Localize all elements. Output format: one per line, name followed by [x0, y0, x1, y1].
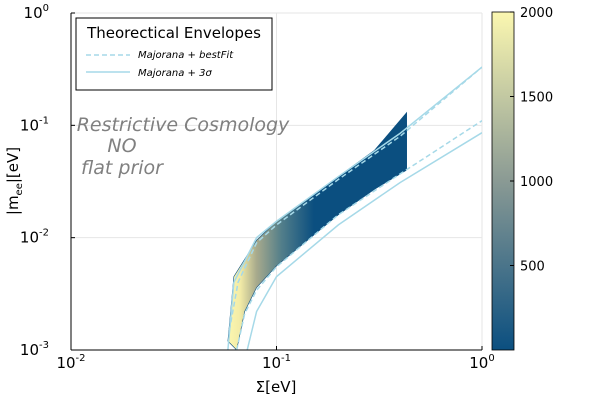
legend-box	[75, 17, 273, 91]
annotation-line-3: flat prior	[81, 157, 164, 179]
annotation-line-2: NO	[107, 135, 136, 157]
x-tick-label-0: 10-2	[56, 353, 85, 372]
density-region	[227, 111, 407, 350]
legend: Theorectical Envelopes Majorana + bestFi…	[75, 17, 273, 91]
legend-label-3sigma: Majorana + 3σ	[138, 68, 212, 79]
y-tick-label-3: 100	[24, 3, 49, 22]
envelope-line-0	[228, 66, 482, 331]
envelope-line-1	[235, 120, 482, 350]
x-tick-label-1: 10-1	[262, 353, 291, 372]
y-tick-label-1: 10-2	[20, 228, 49, 247]
legend-title: Theorectical Envelopes	[86, 24, 261, 42]
colorbar-tick-label-2: 1500	[520, 91, 553, 106]
y-tick-label-2: 10-1	[20, 115, 49, 134]
envelope-line-2	[227, 66, 482, 350]
envelope-lines	[227, 66, 482, 350]
colorbar-tick-label-1: 1000	[520, 175, 553, 190]
colorbar-tick-label-3: 2000	[520, 6, 553, 21]
x-tick-label-2: 100	[469, 353, 494, 372]
envelope-line-3	[246, 132, 482, 350]
y-tick-label-0: 10-3	[20, 340, 49, 359]
legend-label-bestfit: Majorana + bestFit	[138, 50, 234, 61]
axes: 10-2 10-1 100 10-3 10-2 10-1 100	[20, 3, 495, 372]
y-axis-label: |mee|[eV]	[4, 147, 25, 215]
x-axis-label: Σ[eV]	[256, 378, 297, 396]
colorbar-tick-label-0: 500	[520, 260, 545, 275]
density-heatmap	[227, 111, 407, 350]
colorbar: 500 1000 1500 2000	[491, 6, 553, 351]
annotation-line-1: Restrictive Cosmology	[77, 114, 290, 136]
